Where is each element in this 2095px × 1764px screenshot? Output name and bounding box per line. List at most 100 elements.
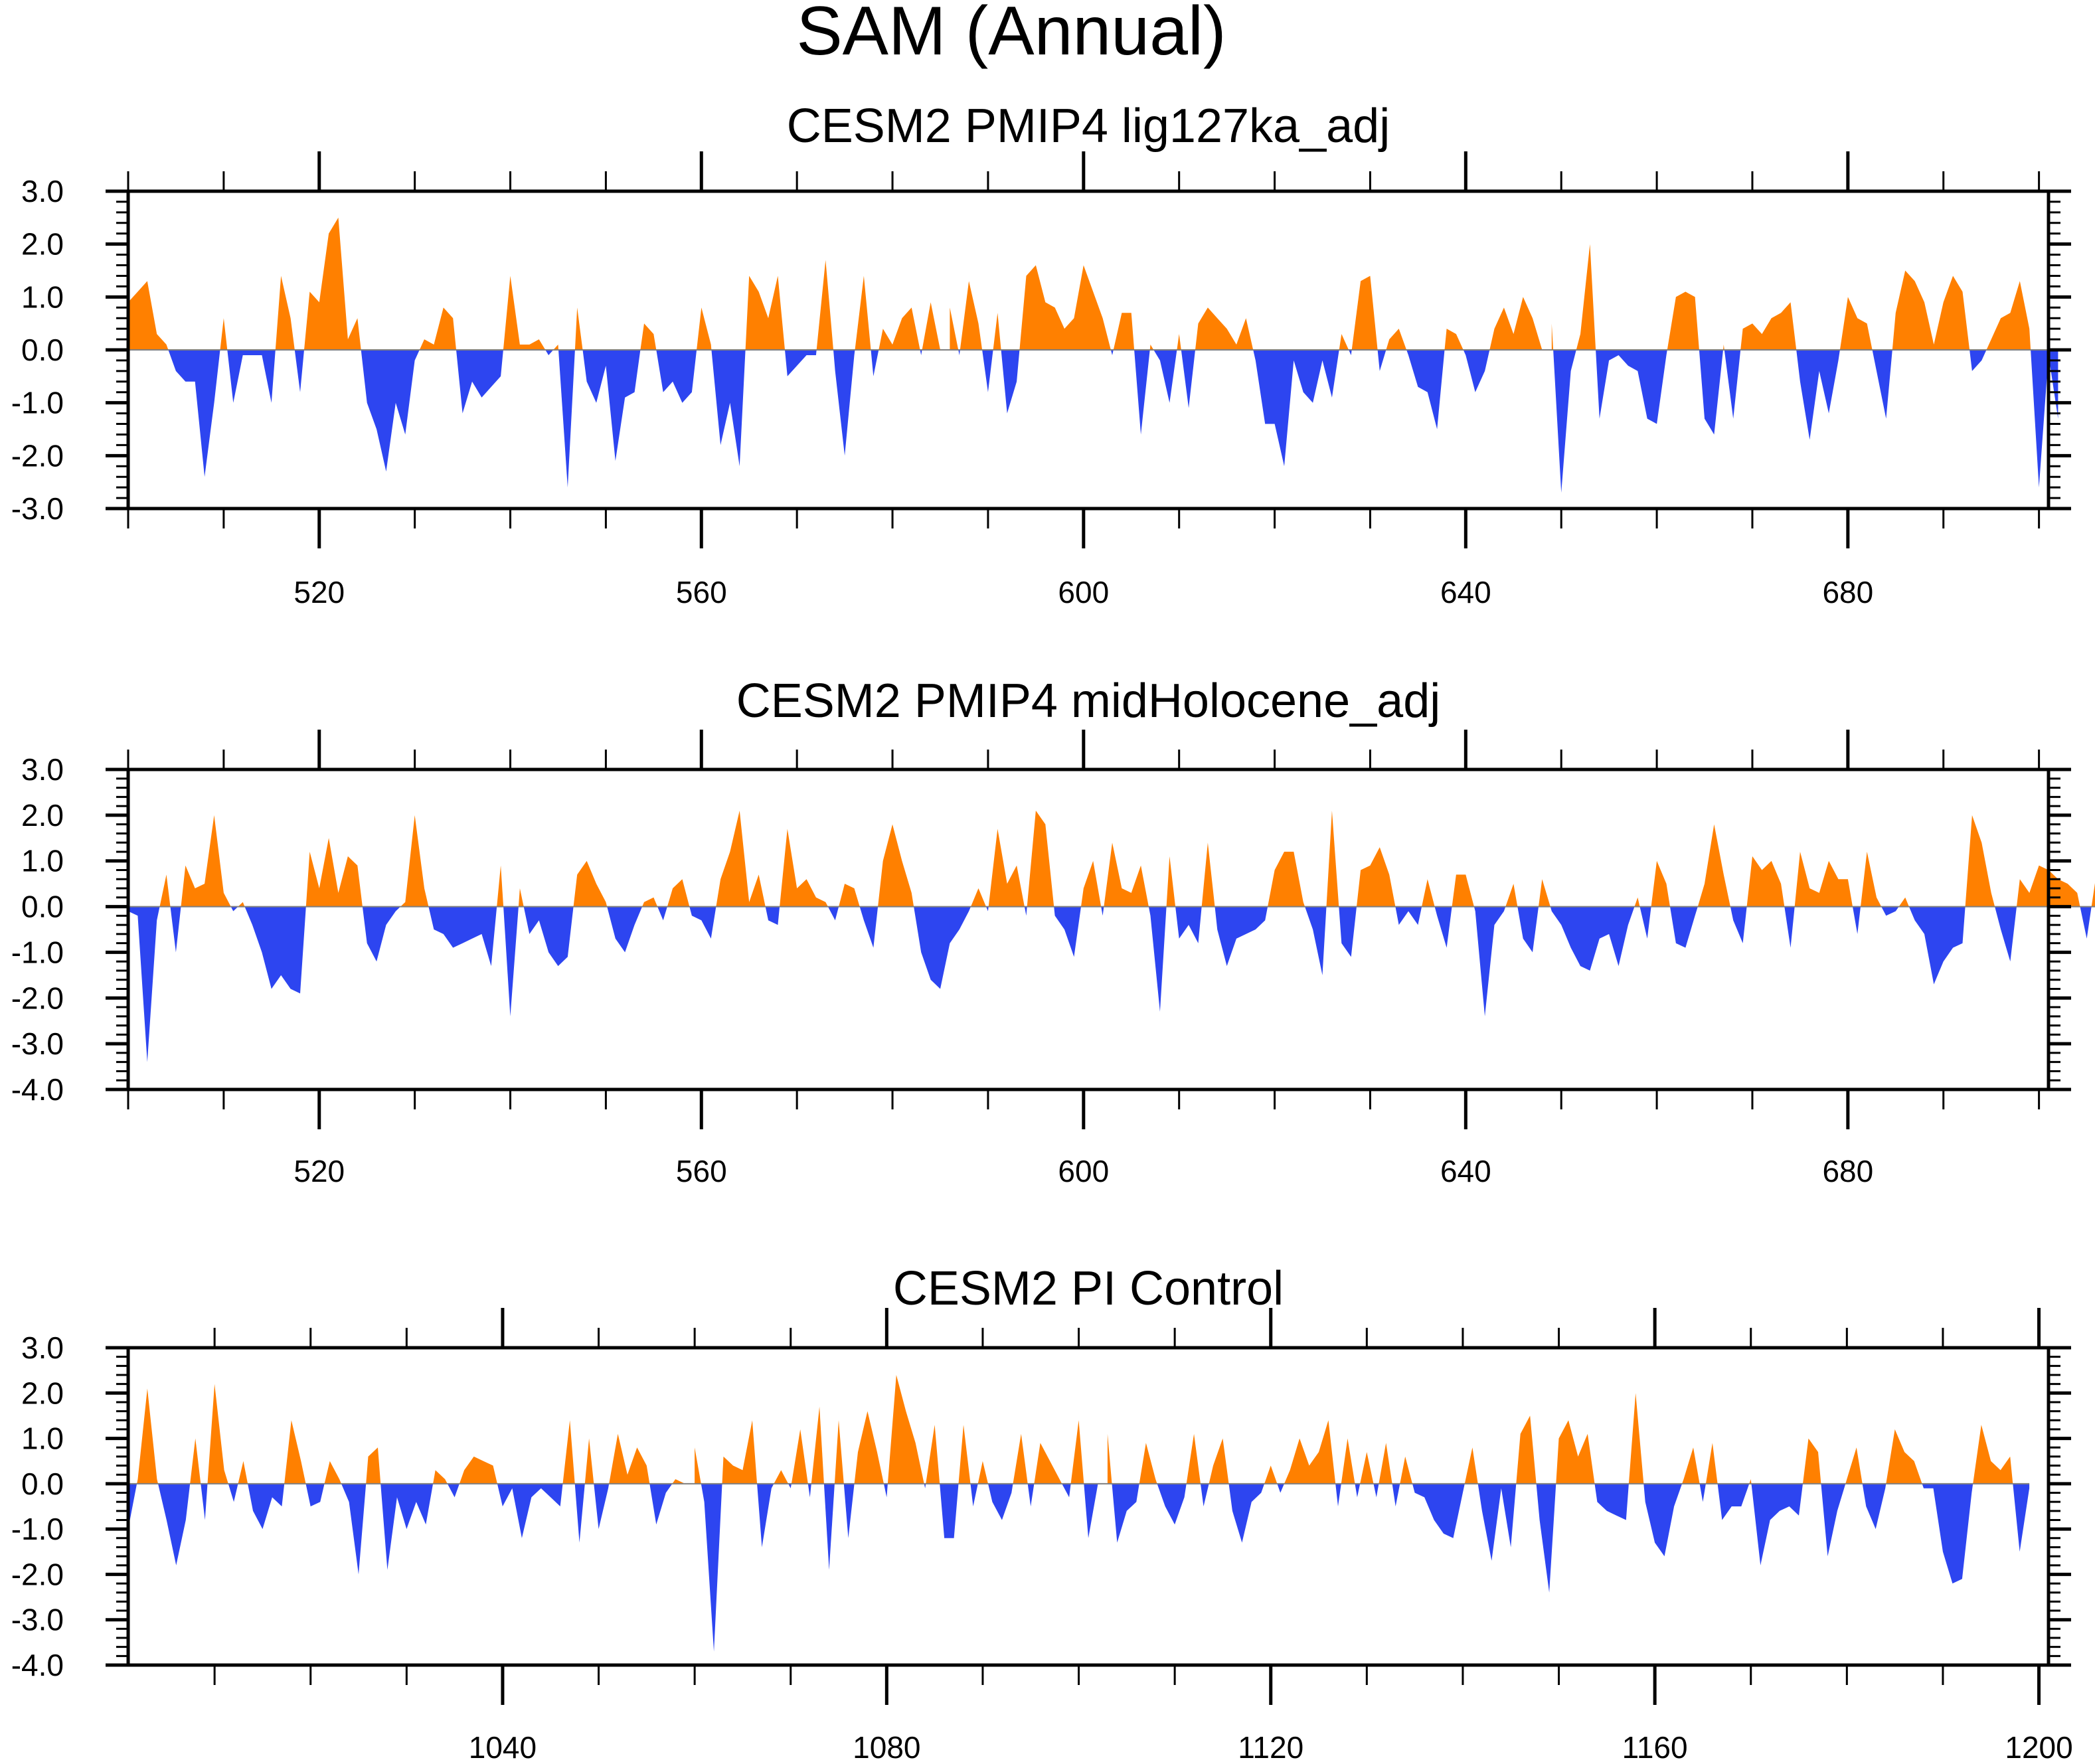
negative-area (1796, 350, 1840, 440)
positive-area (518, 888, 524, 907)
negative-area (1730, 906, 1747, 943)
negative-area (1395, 906, 1422, 925)
positive-area (433, 1470, 448, 1484)
negative-area (1253, 350, 1339, 467)
negative-area (1596, 350, 1667, 424)
negative-area (1277, 1483, 1284, 1493)
x-tick-label: 1040 (469, 1730, 537, 1764)
negative-area (823, 1483, 835, 1570)
negative-area (656, 350, 697, 403)
negative-area (1406, 350, 1445, 430)
positive-area (791, 1429, 808, 1484)
positive-area (971, 888, 986, 907)
negative-area (1821, 1483, 1846, 1557)
negative-area (1995, 906, 2017, 962)
negative-area (341, 1483, 367, 1575)
positive-area (1861, 851, 1882, 907)
y-tick-label: -1.0 (11, 935, 64, 969)
y-tick-label: 1.0 (21, 1421, 64, 1456)
positive-area (1697, 824, 1730, 907)
positive-area (1556, 1420, 1595, 1484)
y-tick-label: 0.0 (21, 333, 64, 367)
negative-area (1717, 1483, 1750, 1520)
positive-area (1113, 313, 1135, 350)
positive-area (839, 884, 860, 907)
positive-area (2091, 883, 2095, 907)
negative-area (1201, 1483, 1209, 1506)
negative-area (230, 906, 238, 912)
panels-group: CESM2 PMIP4 lig127ka_adj 3.0 2.0 1.0 0.0 -1.0… (11, 100, 2095, 1764)
positive-area (1803, 1438, 1821, 1484)
positive-area (1386, 329, 1407, 350)
positive-area (1444, 329, 1464, 350)
negative-area (1908, 906, 1966, 985)
negative-area (228, 1483, 238, 1502)
x-tick-label: 680 (1822, 575, 1873, 609)
positive-area (1986, 281, 2031, 350)
positive-area (1351, 276, 1378, 350)
positive-area (207, 1384, 228, 1484)
negative-area (594, 1483, 610, 1530)
positive-area (1027, 811, 1054, 907)
panel-title: CESM2 PMIP4 midHolocene_adj (736, 675, 1441, 728)
positive-area (609, 1433, 650, 1484)
positive-area (1749, 1479, 1752, 1484)
positive-area (1107, 1433, 1112, 1484)
y-tick-label: 3.0 (21, 1330, 64, 1365)
negative-area (2031, 350, 2058, 488)
positive-area (1886, 1429, 1922, 1484)
negative-area (1434, 906, 1452, 948)
positive-area (503, 276, 546, 350)
negative-area (1054, 906, 1081, 957)
y-tick-label: -3.0 (11, 1603, 64, 1637)
y-tick-label: -2.0 (11, 981, 64, 1015)
negative-area (689, 906, 716, 939)
negative-area (1862, 1483, 1886, 1530)
x-tick-label: 560 (676, 575, 727, 609)
positive-area (1505, 884, 1518, 907)
negative-area (788, 1483, 792, 1488)
positive-area (642, 897, 658, 907)
positive-area (1019, 265, 1111, 350)
positive-area (584, 1438, 594, 1484)
negative-area (1699, 350, 1723, 435)
positive-area (553, 345, 558, 350)
x-tick-label: 1200 (2005, 1730, 2072, 1764)
negative-area (523, 906, 574, 967)
positive-area (1464, 1447, 1478, 1484)
negative-area (227, 350, 276, 403)
negative-area (1377, 350, 1386, 371)
y-tick-label: 2.0 (21, 227, 64, 262)
negative-area (170, 906, 181, 953)
negative-area (1228, 1483, 1265, 1543)
positive-area (1034, 1443, 1062, 1484)
negative-area (158, 1483, 191, 1565)
positive-area (1139, 1443, 1157, 1484)
negative-area (649, 1483, 673, 1525)
x-tick-label: 640 (1440, 1154, 1491, 1188)
positive-area (1104, 842, 1149, 907)
positive-area (1264, 1465, 1278, 1484)
negative-area (1153, 350, 1177, 403)
positive-area (1149, 345, 1154, 350)
x-tick-label: 600 (1058, 575, 1109, 609)
negative-area (456, 350, 503, 414)
negative-area (380, 1483, 434, 1570)
y-tick-label: -4.0 (11, 1072, 64, 1107)
positive-area (697, 307, 712, 350)
positive-area (1973, 1425, 2013, 1484)
negative-area (982, 350, 993, 392)
negative-area (558, 350, 575, 488)
negative-area (1175, 906, 1202, 943)
positive-area (1651, 860, 1670, 907)
positive-area (1013, 1433, 1028, 1484)
negative-area (988, 1483, 1013, 1520)
positive-area (855, 276, 871, 350)
positive-area (574, 307, 583, 350)
x-tick-label: 680 (1822, 1154, 1873, 1188)
negative-area (1477, 1483, 1517, 1561)
positive-area (958, 1425, 971, 1484)
positive-area (1667, 291, 1699, 350)
positive-area (1081, 860, 1102, 907)
